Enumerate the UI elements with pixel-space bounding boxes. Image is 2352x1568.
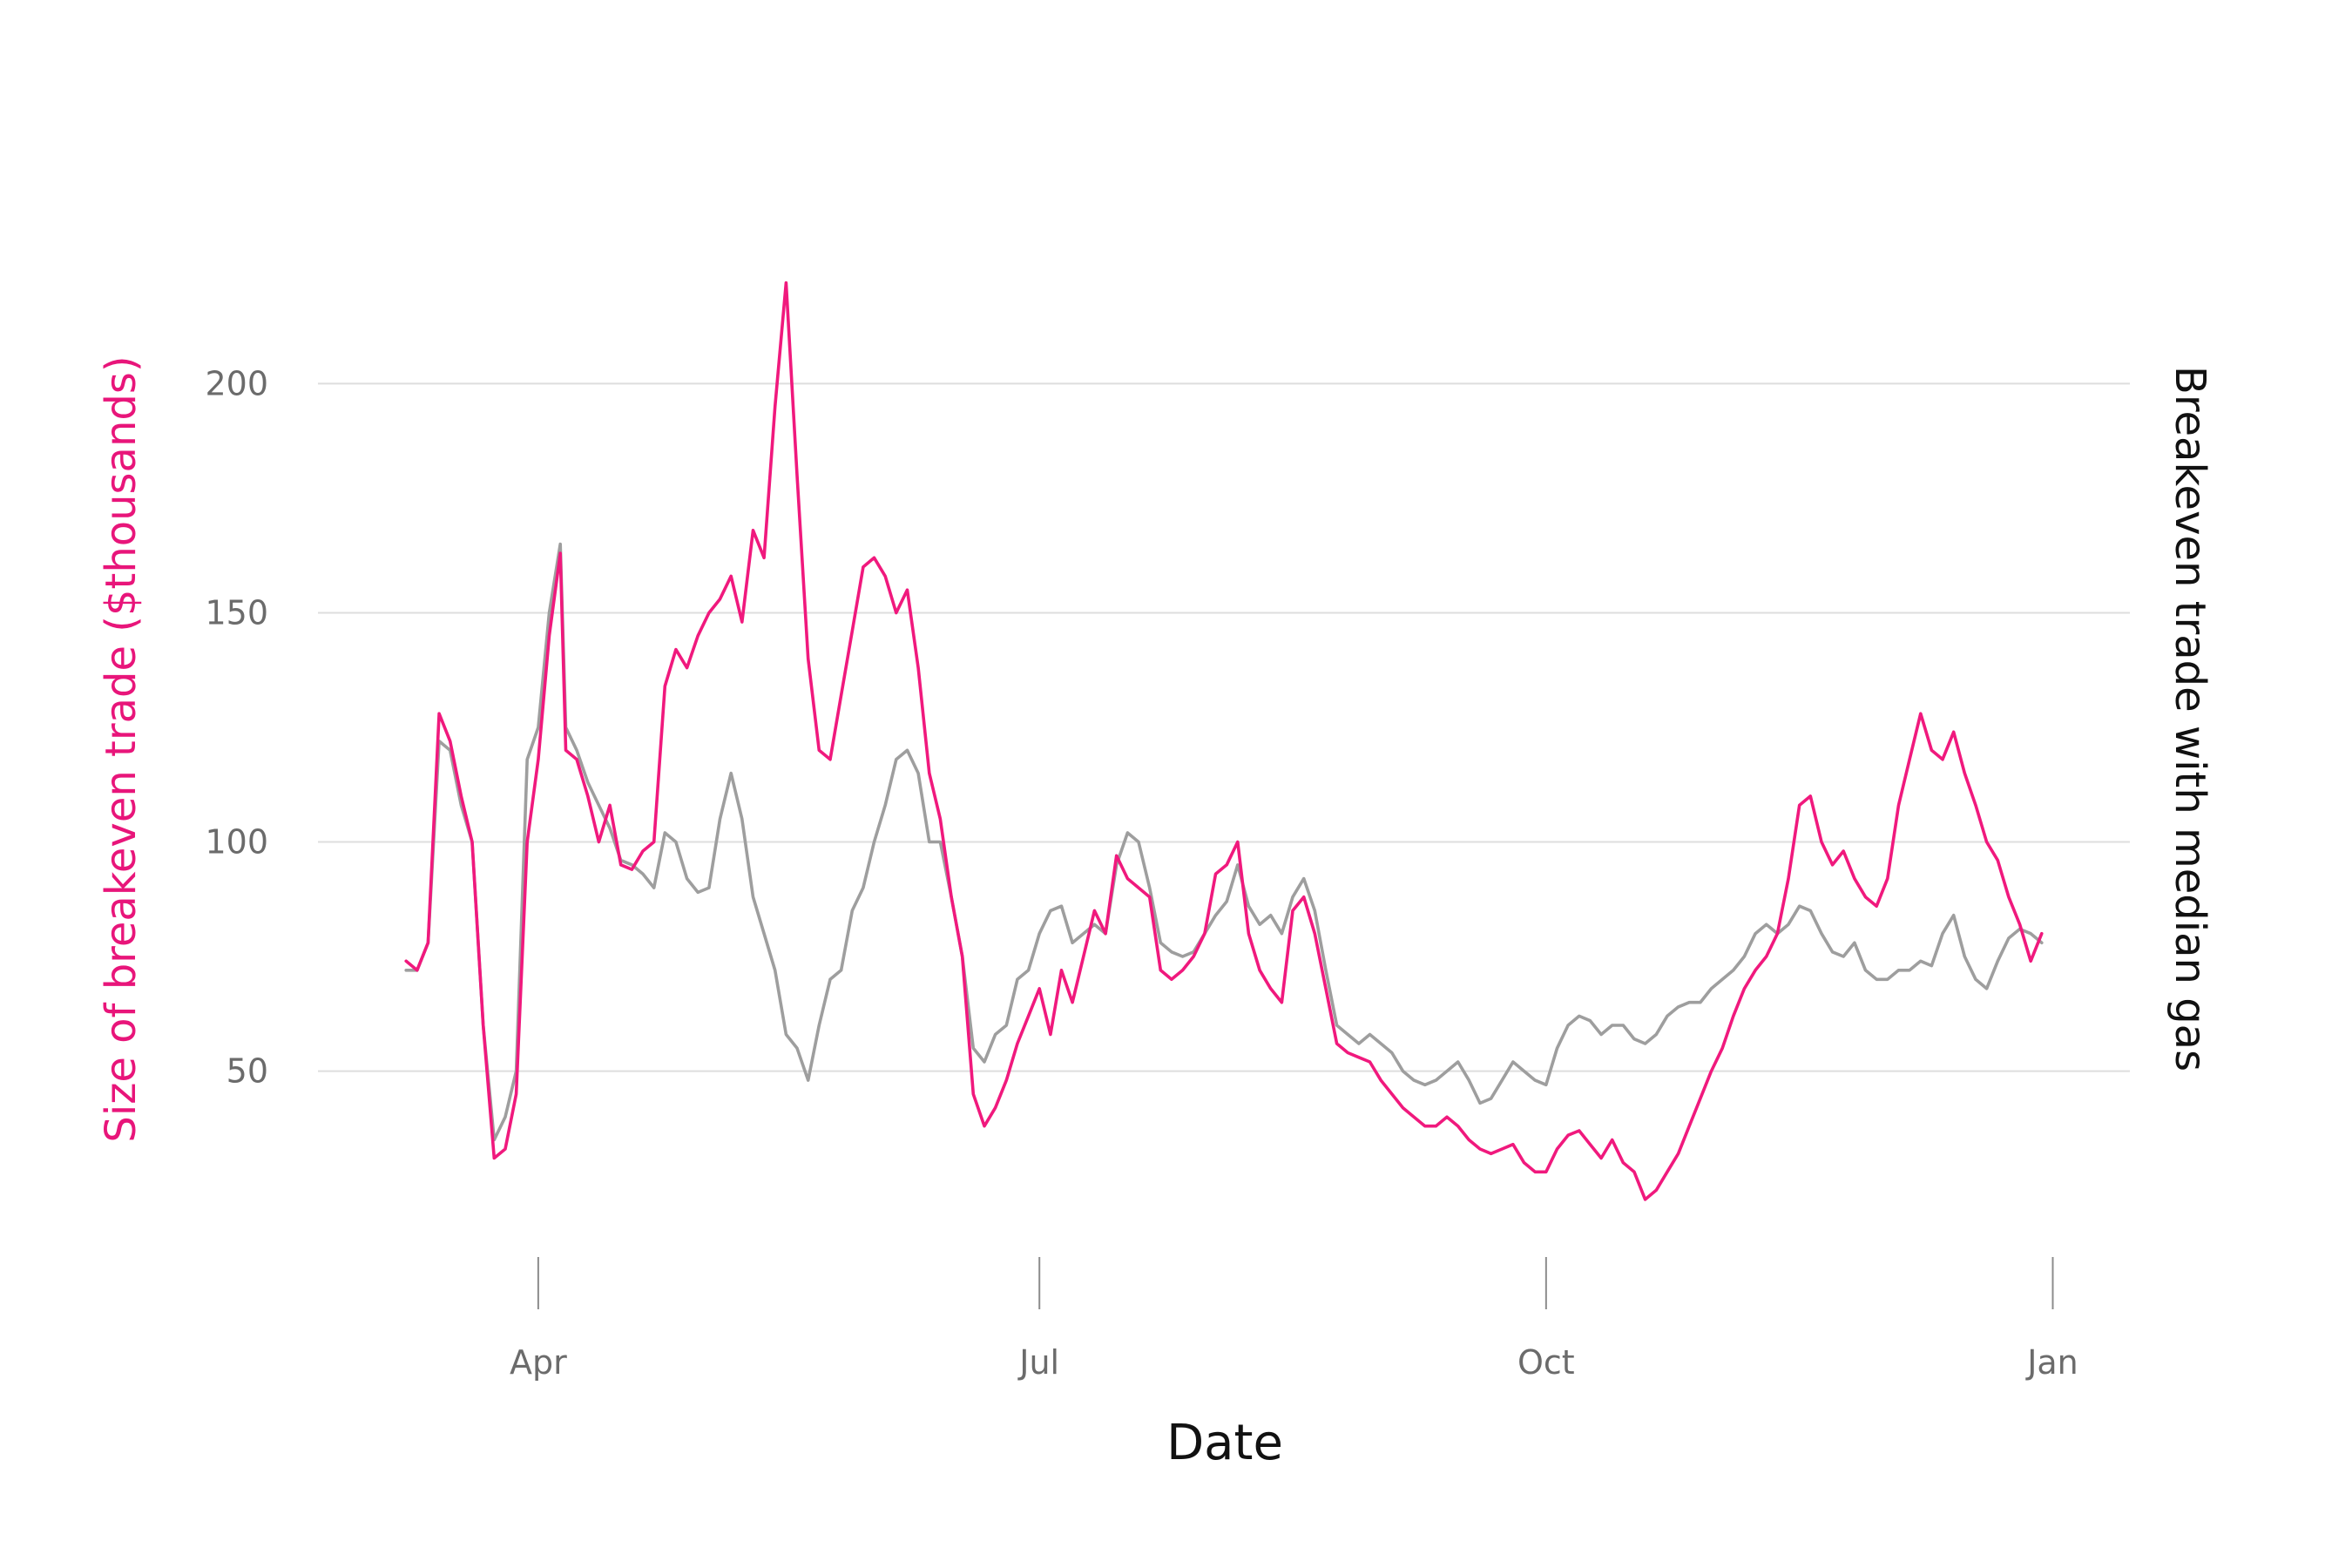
y-axis-ticks: 50 100 150 200 bbox=[205, 364, 268, 1090]
y-tick-label-200: 200 bbox=[205, 364, 268, 402]
secondary-y-axis-title: Breakeven trade with median gas bbox=[2166, 366, 2214, 1071]
y-tick-label-50: 50 bbox=[226, 1052, 268, 1091]
series-line-median-gas bbox=[404, 542, 2044, 1142]
y-axis-title: Size of breakeven trade ($thousands) bbox=[97, 355, 145, 1142]
series-line-breakeven-trade bbox=[404, 280, 2044, 1201]
x-tick-label-apr: Apr bbox=[510, 1343, 567, 1382]
x-tick-label-jan: Jan bbox=[2025, 1343, 2078, 1382]
x-axis-ticks: Apr Jul Oct Jan bbox=[510, 1257, 2078, 1382]
gridlines bbox=[318, 382, 2130, 1072]
x-axis-title: Date bbox=[1166, 1415, 1283, 1471]
x-tick-label-oct: Oct bbox=[1517, 1343, 1575, 1382]
series-lines bbox=[404, 280, 2044, 1201]
x-tick-label-jul: Jul bbox=[1017, 1343, 1059, 1382]
y-tick-label-100: 100 bbox=[205, 823, 268, 862]
y-tick-label-150: 150 bbox=[205, 593, 268, 632]
